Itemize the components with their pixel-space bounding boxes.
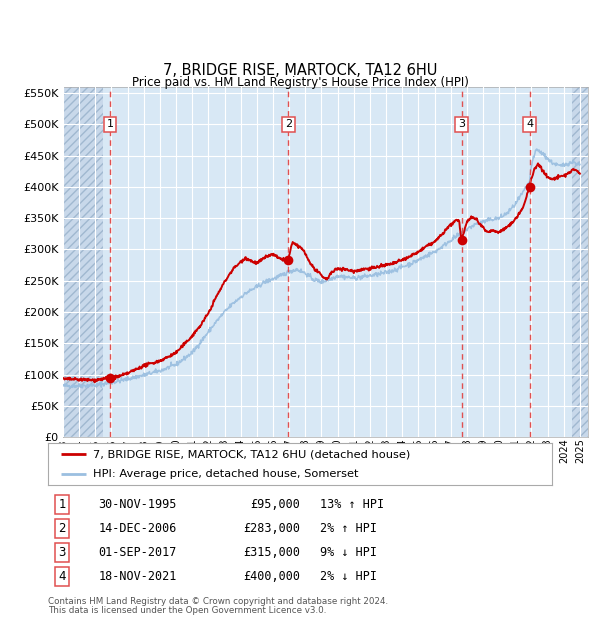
Text: 01-SEP-2017: 01-SEP-2017 bbox=[98, 546, 177, 559]
Text: 3: 3 bbox=[458, 119, 465, 130]
Text: 7, BRIDGE RISE, MARTOCK, TA12 6HU: 7, BRIDGE RISE, MARTOCK, TA12 6HU bbox=[163, 63, 437, 78]
Text: Price paid vs. HM Land Registry's House Price Index (HPI): Price paid vs. HM Land Registry's House … bbox=[131, 76, 469, 89]
Text: HPI: Average price, detached house, Somerset: HPI: Average price, detached house, Some… bbox=[94, 469, 359, 479]
Text: 2: 2 bbox=[58, 522, 66, 535]
Bar bbox=[572, 87, 588, 437]
Text: 2% ↓ HPI: 2% ↓ HPI bbox=[320, 570, 377, 583]
Text: 18-NOV-2021: 18-NOV-2021 bbox=[98, 570, 177, 583]
Bar bbox=[572, 87, 588, 437]
Text: Contains HM Land Registry data © Crown copyright and database right 2024.: Contains HM Land Registry data © Crown c… bbox=[48, 597, 388, 606]
Text: 9% ↓ HPI: 9% ↓ HPI bbox=[320, 546, 377, 559]
Text: 4: 4 bbox=[526, 119, 533, 130]
Text: 1: 1 bbox=[58, 498, 66, 511]
Text: £315,000: £315,000 bbox=[243, 546, 300, 559]
Text: £400,000: £400,000 bbox=[243, 570, 300, 583]
Text: 2% ↑ HPI: 2% ↑ HPI bbox=[320, 522, 377, 535]
Bar bbox=[63, 87, 103, 437]
Text: 3: 3 bbox=[58, 546, 66, 559]
Text: 30-NOV-1995: 30-NOV-1995 bbox=[98, 498, 177, 511]
Text: £95,000: £95,000 bbox=[250, 498, 300, 511]
Bar bbox=[63, 87, 103, 437]
Text: 2: 2 bbox=[285, 119, 292, 130]
Text: 14-DEC-2006: 14-DEC-2006 bbox=[98, 522, 177, 535]
Text: £283,000: £283,000 bbox=[243, 522, 300, 535]
Text: 1: 1 bbox=[107, 119, 113, 130]
Text: This data is licensed under the Open Government Licence v3.0.: This data is licensed under the Open Gov… bbox=[48, 606, 326, 615]
Text: 7, BRIDGE RISE, MARTOCK, TA12 6HU (detached house): 7, BRIDGE RISE, MARTOCK, TA12 6HU (detac… bbox=[94, 450, 410, 459]
Text: 13% ↑ HPI: 13% ↑ HPI bbox=[320, 498, 384, 511]
Text: 4: 4 bbox=[58, 570, 66, 583]
